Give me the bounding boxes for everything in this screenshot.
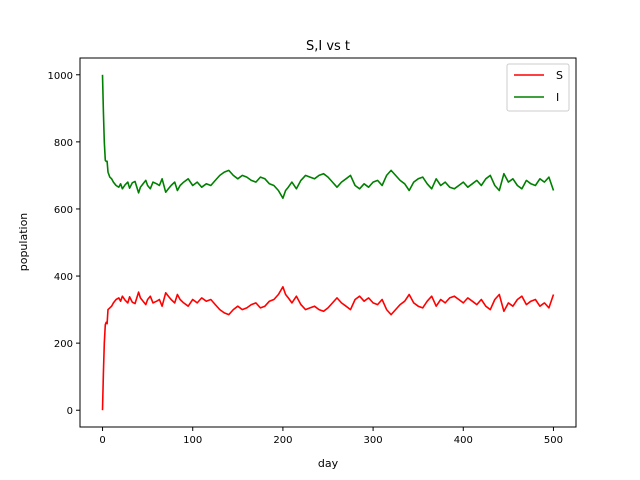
x-tick-label: 200 <box>273 435 292 446</box>
legend-label-s: S <box>556 69 563 82</box>
y-tick-label: 0 <box>67 406 73 417</box>
legend-label-i: I <box>556 91 559 104</box>
axis-ticks: 0 100 200 300 400 500 0 200 400 600 800 1000 <box>48 71 563 446</box>
x-tick-label: 300 <box>364 435 383 446</box>
y-tick-label: 800 <box>54 138 73 149</box>
y-axis-label: population <box>17 213 30 272</box>
x-tick-label: 0 <box>99 435 105 446</box>
x-axis-label: day <box>318 457 339 470</box>
axes-frame <box>79 57 577 428</box>
series-layer <box>101 74 555 411</box>
y-tick-label: 400 <box>54 272 73 283</box>
legend: S I <box>506 63 570 112</box>
y-tick-label: 200 <box>54 339 73 350</box>
series-line-s <box>101 285 555 411</box>
x-tick-label: 100 <box>183 435 202 446</box>
y-tick-label: 1000 <box>48 71 73 82</box>
y-tick-label: 600 <box>54 205 73 216</box>
x-tick-label: 500 <box>544 435 563 446</box>
x-tick-label: 400 <box>454 435 473 446</box>
chart-title: S,I vs t <box>306 39 350 54</box>
series-line-i <box>101 74 555 199</box>
